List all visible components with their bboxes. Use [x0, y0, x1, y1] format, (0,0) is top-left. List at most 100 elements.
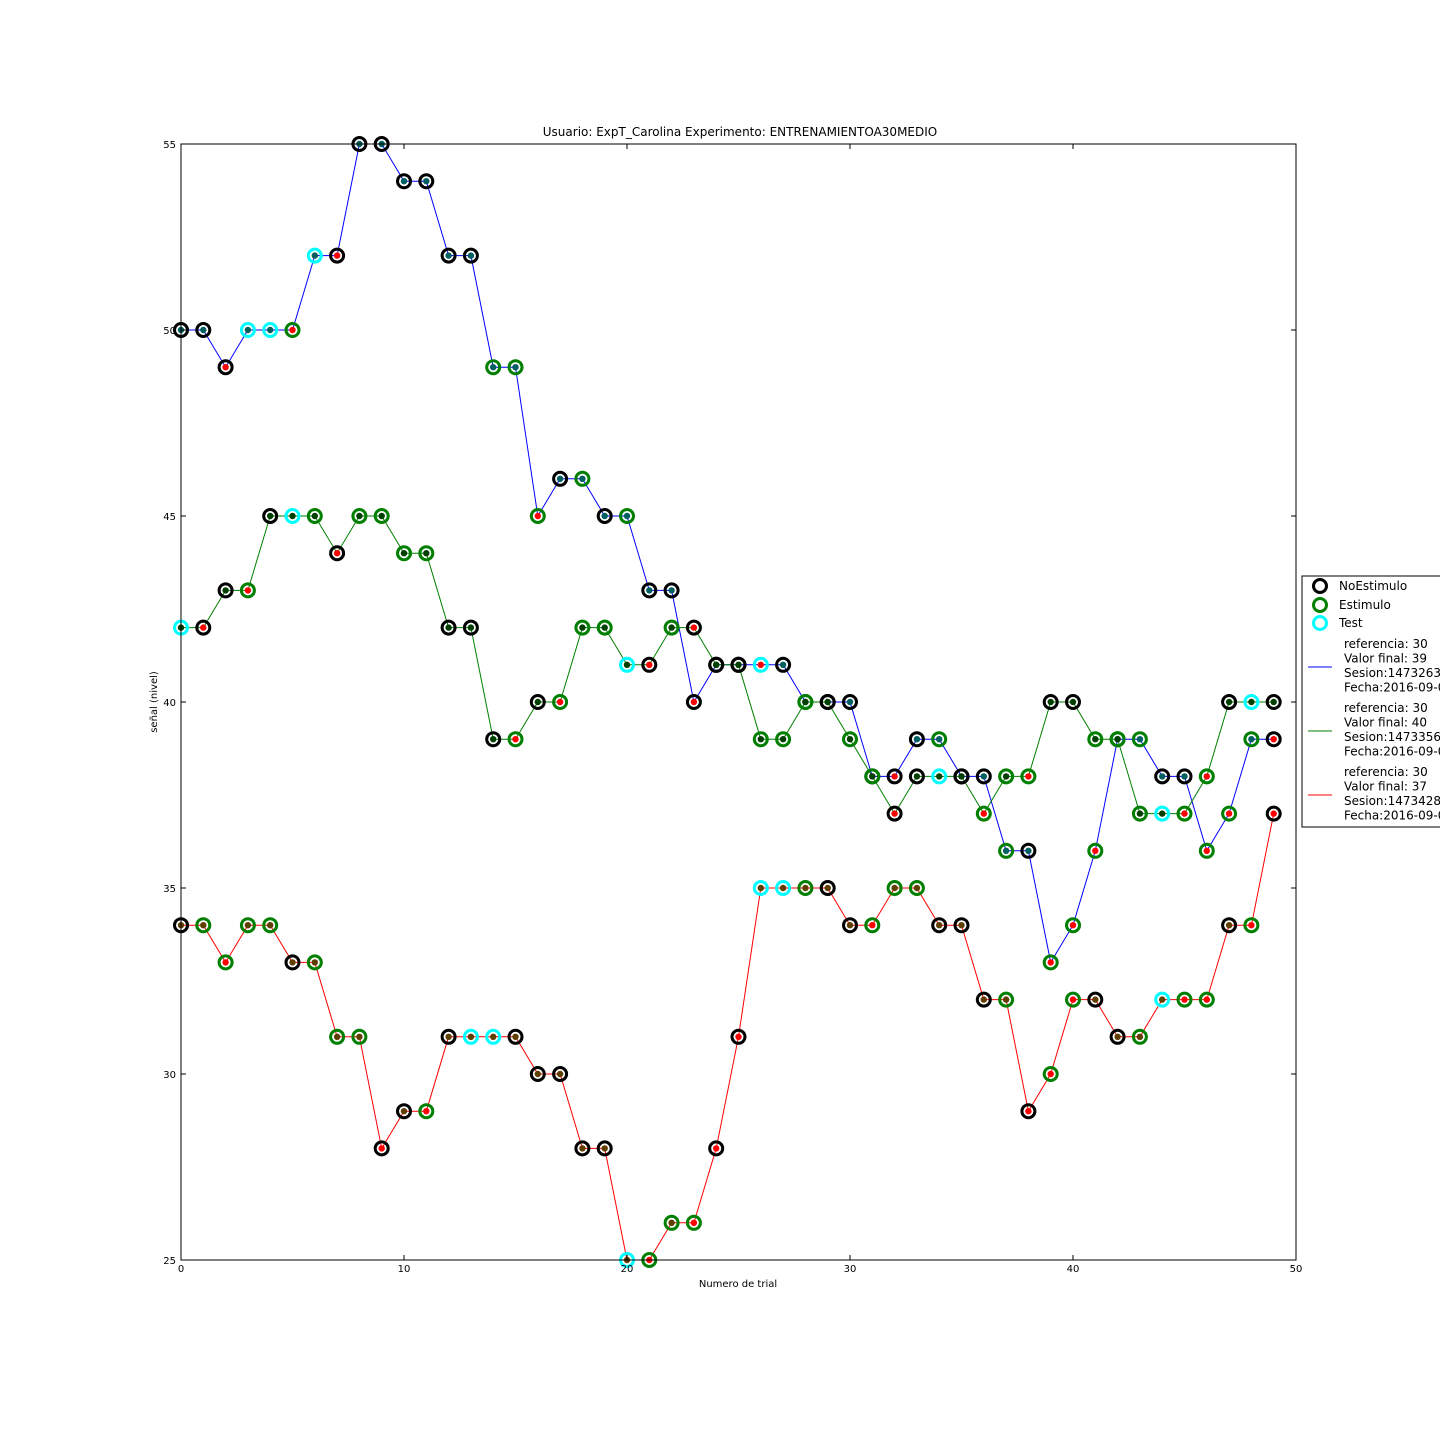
series-2-marker-ring — [462, 619, 479, 636]
legend-series-1-text: referencia: 30 — [1344, 637, 1428, 651]
series-1-point — [579, 475, 586, 482]
series-3-marker-ring — [195, 917, 212, 934]
series-3-marker-ring — [797, 880, 814, 896]
series-1-marker-ring — [462, 247, 479, 264]
series-1-point — [556, 475, 564, 482]
series-3-point — [1092, 996, 1099, 1003]
series-2-point — [356, 512, 363, 520]
series-2-point — [668, 624, 675, 631]
series-2-point — [1136, 810, 1144, 817]
series-2-marker-ring — [1198, 768, 1215, 785]
series-3-point — [512, 1033, 519, 1041]
series-1-point — [1092, 847, 1099, 854]
series-1-point — [512, 364, 519, 371]
series-2-point — [222, 587, 229, 594]
series-2-point — [1092, 736, 1099, 743]
series-2-marker-ring — [262, 508, 279, 524]
series-1-point — [445, 252, 452, 259]
series-3-point — [735, 1033, 742, 1041]
series-2-point — [1203, 773, 1211, 780]
series-1-marker-ring — [1198, 842, 1215, 859]
series-2-point — [490, 736, 497, 743]
series-3-point — [445, 1033, 452, 1041]
series-3-marker-ring — [953, 917, 970, 934]
series-1-point — [1181, 773, 1188, 780]
series-2-point — [1047, 698, 1054, 706]
series-2-marker-ring — [351, 508, 368, 524]
series-3-point — [1069, 996, 1077, 1003]
series-3-point — [556, 1070, 564, 1078]
series-2-point — [690, 624, 698, 631]
series-2-point — [1159, 810, 1166, 817]
series-3-point — [1181, 996, 1188, 1003]
series-1-marker-ring — [1243, 731, 1260, 748]
series-2-marker-ring — [953, 768, 970, 785]
series-3-point — [356, 1033, 363, 1041]
series-2-point — [1069, 698, 1077, 706]
series-3-marker-ring — [1109, 1028, 1126, 1045]
series-2-point — [913, 773, 921, 780]
series-2-marker-ring — [685, 619, 702, 636]
series-3-point — [1136, 1033, 1144, 1041]
series-1-marker-ring — [239, 322, 256, 338]
series-3-point — [490, 1033, 497, 1041]
series-1-marker-ring — [217, 359, 234, 376]
series-1-point — [1270, 736, 1277, 743]
series-3-marker-ring — [1042, 1066, 1059, 1082]
legend-series-2-text: referencia: 30 — [1344, 701, 1428, 715]
series-2-point — [958, 773, 965, 780]
series-3-marker-ring — [574, 1140, 591, 1157]
series-3-marker-ring — [975, 991, 992, 1008]
series-3-point — [958, 922, 965, 929]
legend-series-3-text: referencia: 30 — [1344, 765, 1428, 779]
series-1-marker-ring — [1042, 954, 1059, 971]
series-2-point — [846, 736, 854, 743]
series-1-point — [668, 587, 675, 594]
series-2-point — [534, 698, 541, 706]
series-3-marker-ring — [552, 1066, 569, 1082]
series-1-point — [690, 698, 698, 706]
series-1-marker-ring — [975, 768, 992, 785]
series-3-marker-ring — [262, 917, 279, 934]
series-1-point — [333, 252, 341, 259]
series-1-marker-ring — [1131, 731, 1148, 748]
series-3-point — [333, 1033, 341, 1041]
series-2-marker-ring — [842, 731, 858, 748]
y-tick-label: 30 — [163, 1070, 176, 1081]
series-2-marker-ring — [797, 694, 814, 710]
series-2-marker-ring — [485, 731, 502, 748]
y-tick-label: 25 — [163, 1256, 176, 1267]
series-1-marker-ring — [306, 247, 323, 264]
series-1-marker-ring — [529, 508, 546, 524]
series-2-point — [1225, 698, 1233, 706]
series-2-point — [735, 661, 742, 668]
legend-label-noestimulo: NoEstimulo — [1339, 579, 1407, 593]
x-tick-label: 10 — [398, 1264, 411, 1275]
series-1-point — [936, 736, 943, 743]
series-1-marker-ring — [1065, 917, 1081, 934]
series-3-point — [423, 1108, 430, 1115]
series-1-marker-ring — [775, 656, 792, 673]
series-3-point — [467, 1033, 475, 1041]
series-2-point — [1181, 810, 1188, 817]
series-2-marker-ring — [1131, 805, 1148, 822]
series-3-point — [1248, 922, 1255, 929]
y-axis-label: señal (nivel) — [149, 671, 160, 733]
series-2-point — [802, 698, 809, 706]
series-3-marker-ring — [819, 880, 836, 896]
series-2-marker-ring — [329, 545, 346, 562]
series-3-point — [378, 1145, 385, 1152]
series-2-point — [824, 698, 831, 706]
series-1-point — [222, 364, 229, 371]
series-3-point — [244, 922, 252, 929]
series-2-marker-ring — [908, 768, 925, 785]
series-2-point — [936, 773, 943, 780]
series-1-marker-ring — [596, 508, 613, 524]
series-1-marker-ring — [663, 582, 680, 599]
series-1-marker-ring — [1087, 842, 1104, 859]
series-1-point — [913, 736, 921, 743]
series-2-marker-ring — [998, 768, 1015, 785]
series-3-marker-ring — [775, 880, 792, 896]
legend-marker-test — [1312, 615, 1328, 631]
